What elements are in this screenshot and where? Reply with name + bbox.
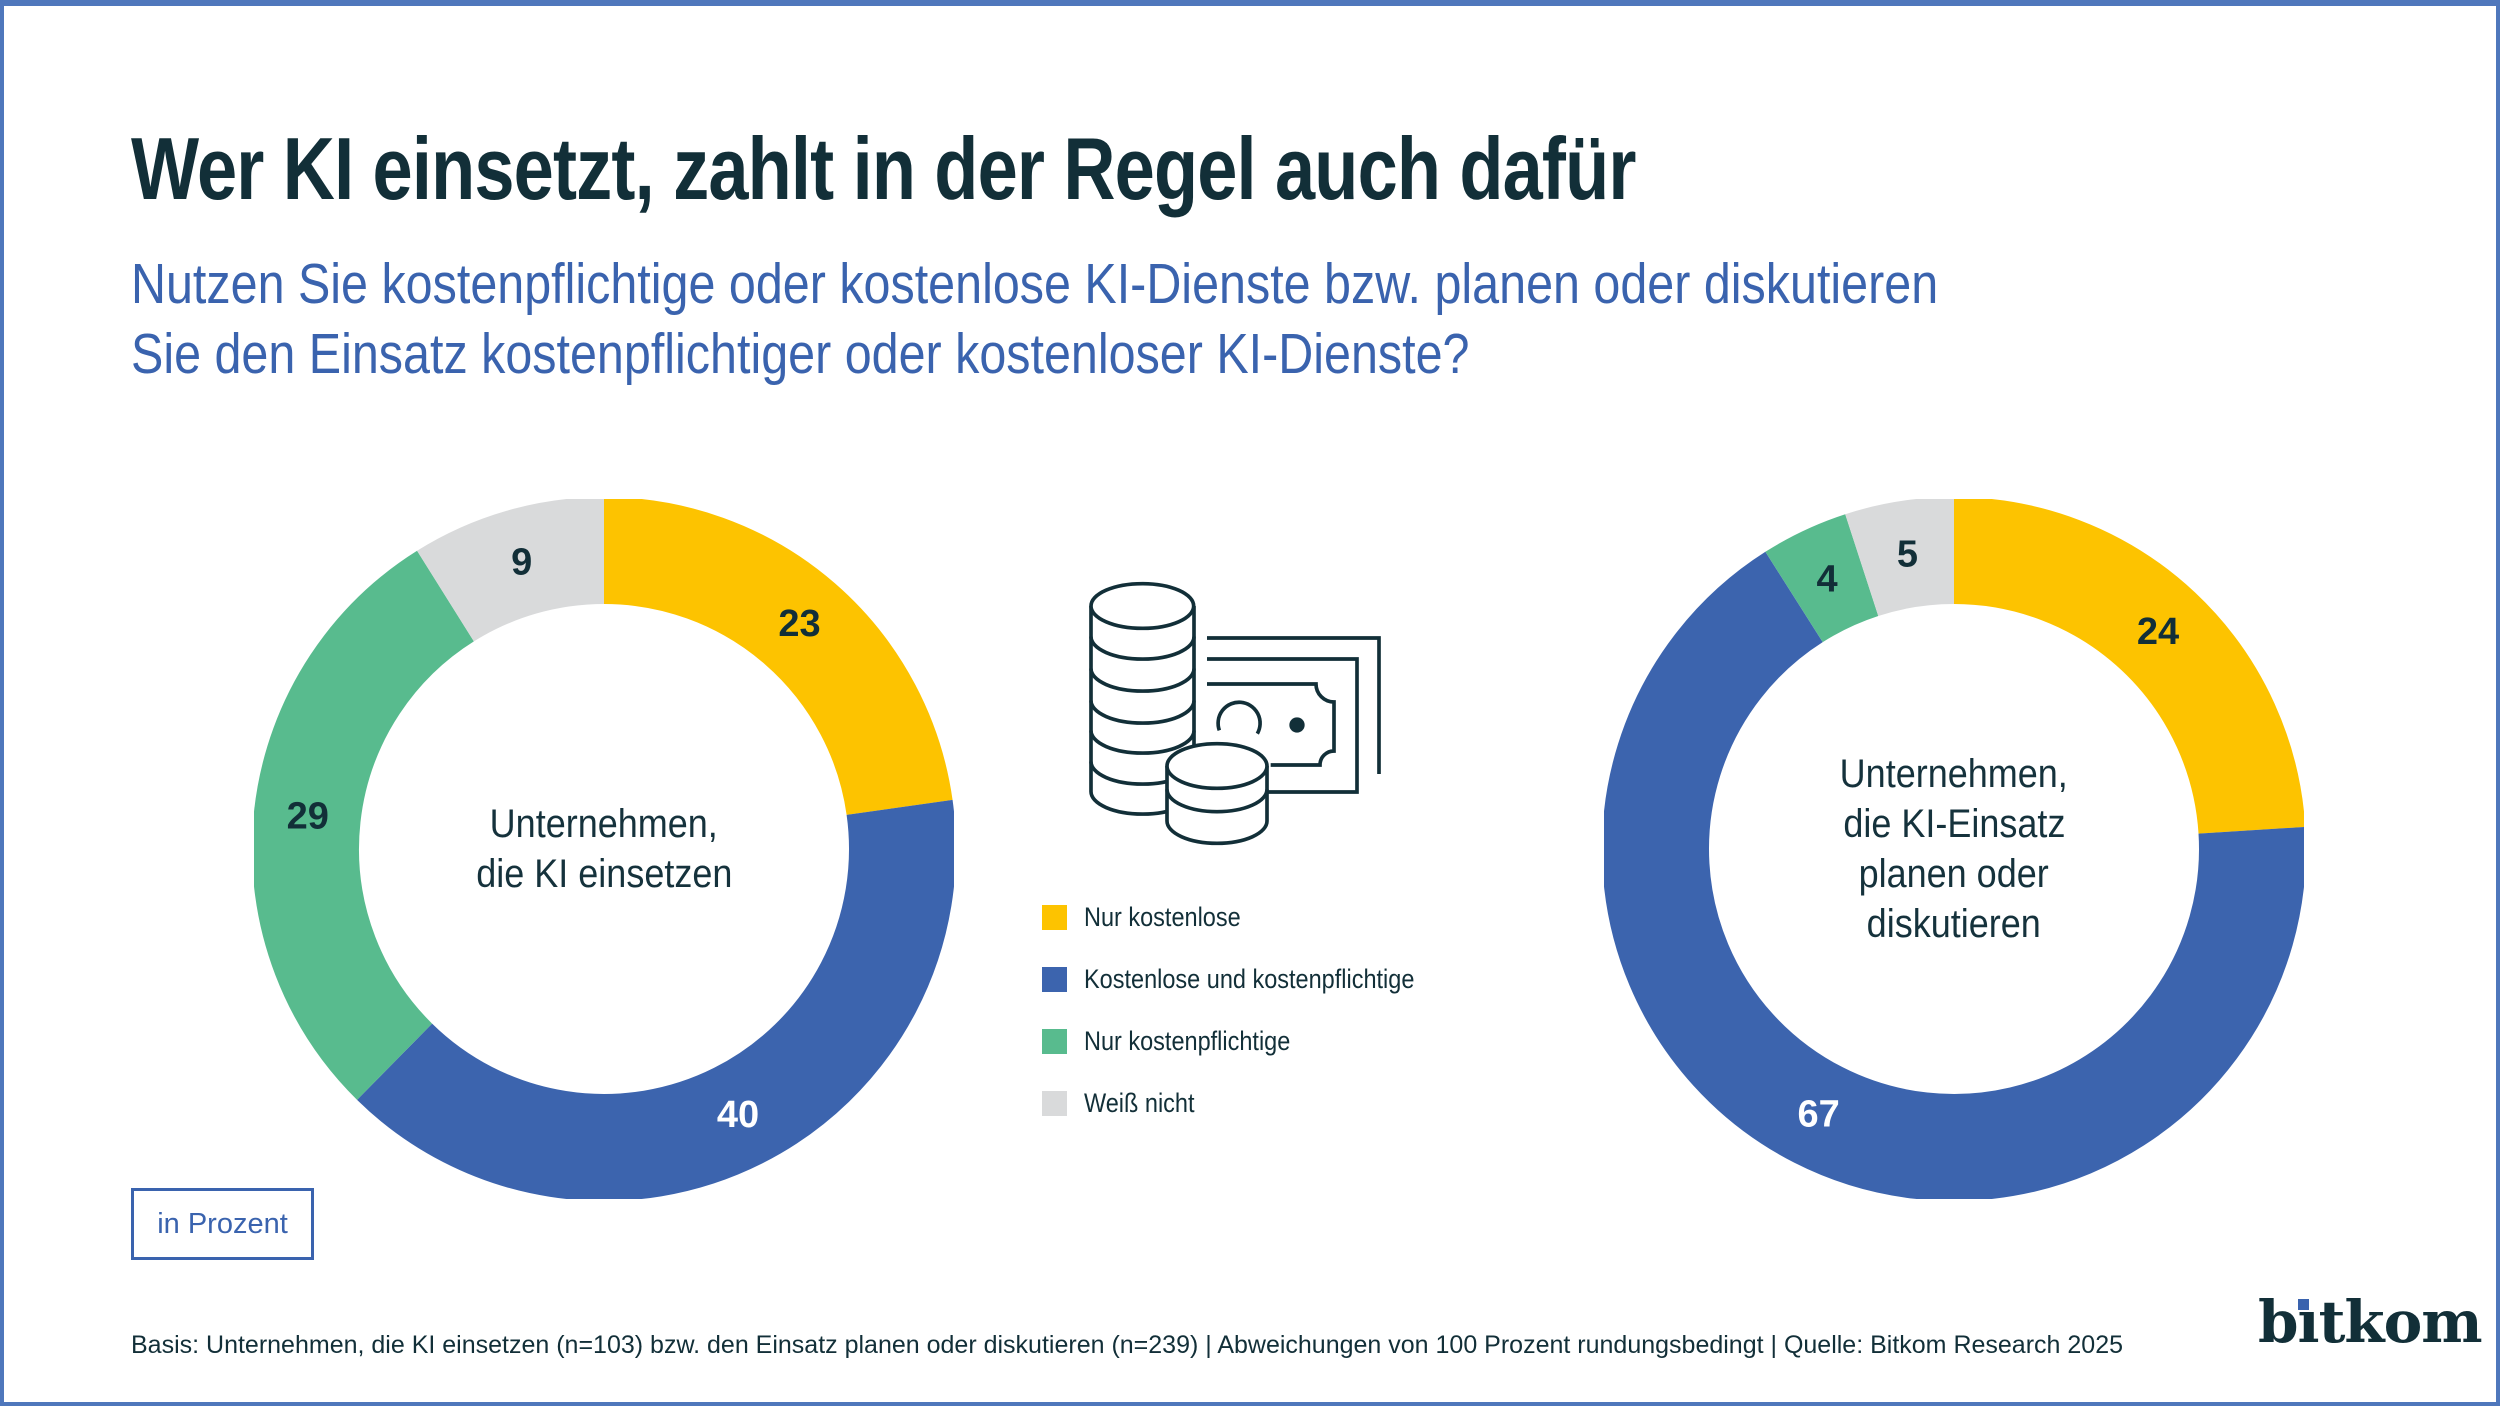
coin-band <box>1089 730 1196 755</box>
source-note: Basis: Unternehmen, die KI einsetzen (n=… <box>131 1331 2124 1359</box>
coin-stack-small-top <box>1165 741 1269 791</box>
legend-swatch <box>1042 1028 1067 1054</box>
legend-item-nur-kostenpflichtige: Nur kostenpflichtige <box>1042 1026 1464 1056</box>
bitkom-logo-text: bıtkom <box>2258 1288 2483 1356</box>
legend-swatch <box>1042 904 1067 930</box>
coins-and-banknote-icon <box>1089 581 1381 846</box>
donut-chart-ki-einsetzen: 23 40 29 9 Unternehmen, die KI einsetzen <box>254 499 954 1199</box>
chart-legend: Nur kostenlose Kostenlose und kostenpflic… <box>1042 902 1464 1150</box>
bitkom-logo-i-dot <box>2298 1299 2309 1310</box>
unit-box: in Prozent <box>131 1188 314 1260</box>
coin-band <box>1089 636 1196 661</box>
subtitle-line-2: Sie den Einsatz kostenpflichtiger oder k… <box>131 322 1470 386</box>
banknote-middle-outline <box>1207 657 1359 794</box>
subtitle-line-1: Nutzen Sie kostenpflichtige oder kostenl… <box>131 252 1939 316</box>
legend-swatch <box>1042 1090 1067 1116</box>
coin-band <box>1165 789 1269 814</box>
legend-label: Kostenlose und kostenpflichtige <box>1084 963 1415 994</box>
donut-slice-weiss-nicht <box>1845 499 1956 617</box>
donut-slice-nur-kostenlose <box>603 499 953 816</box>
banknote-dot <box>1289 717 1305 733</box>
banknote-emblem-arc <box>1216 700 1262 735</box>
coin-band <box>1089 700 1196 725</box>
donut-value-label-weiss-nicht: 5 <box>1897 534 1918 576</box>
legend-label: Nur kostenlose <box>1084 901 1241 932</box>
donut-value-label-nur-kostenpflichtige: 29 <box>287 796 329 838</box>
donut-svg: 23 40 29 9 <box>254 499 954 1199</box>
banknote-back-outline <box>1207 636 1381 774</box>
page-title: Wer KI einsetzt, zahlt in der Regel auch… <box>131 119 1636 218</box>
legend-item-nur-kostenlose: Nur kostenlose <box>1042 902 1464 932</box>
donut-value-label-nur-kostenpflichtige: 4 <box>1817 558 1838 600</box>
coin-band <box>1089 668 1196 693</box>
donut-slice-kostenlose-und-kostenpflichtige <box>357 799 954 1199</box>
donut-svg: 24 67 4 5 <box>1604 499 2304 1199</box>
donut-chart-ki-planen: 24 67 4 5 Unternehmen, die KI-Einsatz planen … <box>1604 499 2304 1199</box>
donut-value-label-kostenlose-und-kostenpflichtige: 40 <box>717 1094 759 1136</box>
page-subtitle: Nutzen Sie kostenpflichtige oder kostenl… <box>131 249 2257 389</box>
donut-value-label-nur-kostenlose: 24 <box>2137 611 2179 653</box>
legend-label: Nur kostenpflichtige <box>1084 1025 1291 1056</box>
donut-slice-nur-kostenpflichtige <box>254 550 475 1100</box>
donut-value-label-nur-kostenlose: 23 <box>778 603 820 645</box>
legend-item-kostenlose-und-kostenpflichtige: Kostenlose und kostenpflichtige <box>1042 964 1464 994</box>
legend-swatch <box>1042 966 1067 992</box>
unit-box-label: in Prozent <box>157 1207 288 1240</box>
donut-slice-nur-kostenpflichtige <box>1765 514 1880 643</box>
legend-label: Weiß nicht <box>1084 1087 1195 1118</box>
donut-value-label-kostenlose-und-kostenpflichtige: 67 <box>1798 1094 1840 1136</box>
donut-slice-kostenlose-und-kostenpflichtige <box>1604 551 2304 1199</box>
donut-slice-weiss-nicht <box>417 499 606 642</box>
donut-slice-nur-kostenlose <box>1953 499 2304 835</box>
legend-item-weiss-nicht: Weiß nicht <box>1042 1088 1464 1118</box>
coin-stack-tall-top <box>1089 581 1196 631</box>
banknote-front-outline <box>1207 682 1336 767</box>
bitkom-logo: bıtkom <box>2258 1288 2483 1356</box>
donut-value-label-weiss-nicht: 9 <box>511 542 532 584</box>
